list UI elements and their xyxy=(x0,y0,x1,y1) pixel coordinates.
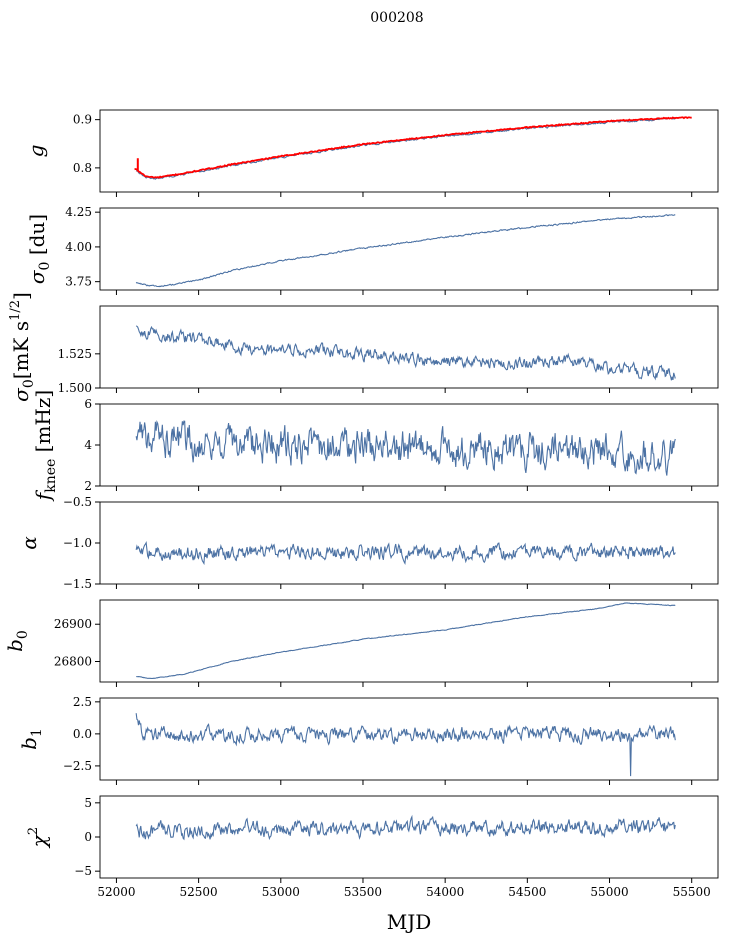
y-tick-label: 26900 xyxy=(54,617,92,631)
y-tick-label: 3.75 xyxy=(65,275,92,289)
series-line-sigma0-du xyxy=(135,214,676,288)
y-tick-label: 2 xyxy=(84,479,92,493)
y-label-sub: 0 xyxy=(15,630,31,639)
panel-frame xyxy=(99,305,719,389)
panel-g: 0.8 0.9 g xyxy=(24,109,719,197)
panel-frame xyxy=(99,207,719,291)
figure-title: 000208 xyxy=(370,10,423,26)
y-tick-label: 1.500 xyxy=(58,381,92,395)
y-axis-label-b0: b0 xyxy=(3,630,31,652)
y-axis-label-b1: b1 xyxy=(17,728,45,750)
x-tick-label: 53000 xyxy=(262,885,300,899)
y-label-main: b xyxy=(3,639,27,652)
x-tick-label: 55000 xyxy=(590,885,628,899)
y-tick-label: 0 xyxy=(84,830,92,844)
y-label-rest: [du] xyxy=(25,214,49,262)
y-label-rest: [mHz] xyxy=(31,390,55,459)
panel-alpha: −1.5 −1.0 −0.5 α xyxy=(17,495,719,591)
y-tick-label: 6 xyxy=(84,397,92,411)
y-tick-label: 1.525 xyxy=(58,347,92,361)
y-tick-label: 5 xyxy=(84,796,92,810)
x-axis-label: MJD xyxy=(387,910,432,934)
y-tick-label: −5 xyxy=(74,864,92,878)
panel-frame xyxy=(99,599,719,683)
panel-sigma0-mks: 1.500 1.525 σ0[mK s1/2] xyxy=(8,292,719,402)
y-label-sup: 1/2 xyxy=(8,300,23,321)
x-tick-label: 54000 xyxy=(426,885,464,899)
y-label-main: α xyxy=(17,536,41,550)
x-tick-label: 55500 xyxy=(673,885,711,899)
series-line-b0 xyxy=(136,602,676,680)
y-axis-label-fknee: fknee [mHz] xyxy=(31,390,59,502)
y-label-main: σ xyxy=(9,387,33,402)
y-label-main: χ xyxy=(27,833,51,849)
y-label-rest: [mK s xyxy=(9,321,33,379)
y-tick-label: 2.5 xyxy=(73,695,92,709)
y-tick-label: 4.25 xyxy=(65,205,92,219)
y-tick-label: 0.8 xyxy=(73,161,92,175)
y-tick-label: −0.5 xyxy=(63,495,92,509)
y-tick-label: 0.9 xyxy=(73,113,92,127)
y-label-sub: 0 xyxy=(21,379,37,388)
panel-fknee: 2 4 6 fknee [mHz] xyxy=(31,390,719,502)
panel-b0: 26800 26900 b0 xyxy=(3,599,719,687)
x-tick-label: 54500 xyxy=(508,885,546,899)
y-tick-label: −1.0 xyxy=(63,536,92,550)
y-axis-label-alpha: α xyxy=(17,536,41,550)
panel-chi2: −5 0 5 52000 52500 53000 53500 54000 54500 55000 5… xyxy=(26,795,719,899)
y-tick-label: 0.0 xyxy=(73,727,92,741)
panel-frame xyxy=(99,697,719,781)
series-line-chi2 xyxy=(135,814,676,841)
series-line-sigma0-mks xyxy=(135,325,676,381)
series-line-red-overlay xyxy=(134,116,692,179)
y-axis-label-chi2: χ2 xyxy=(26,827,51,849)
x-tick-label: 53500 xyxy=(344,885,382,899)
y-label-main: b xyxy=(17,737,41,750)
series-line-b1 xyxy=(135,713,676,777)
series-line-g xyxy=(135,117,676,180)
y-label-sub: 0 xyxy=(37,262,53,271)
panel-frame xyxy=(99,501,719,585)
series-line-alpha xyxy=(135,540,676,566)
panel-sigma0-du: 3.75 4.00 4.25 σ0 [du] xyxy=(25,205,719,295)
y-axis-label-sigma0-du: σ0 [du] xyxy=(25,214,53,284)
y-axis-label-g: g xyxy=(24,145,48,158)
y-tick-label: 4 xyxy=(84,438,92,452)
x-tick-label: 52500 xyxy=(180,885,218,899)
y-tick-label: −2.5 xyxy=(63,759,92,773)
series-line-fknee xyxy=(135,419,676,476)
y-label-end: ] xyxy=(9,292,33,300)
y-label-main: σ xyxy=(25,269,49,284)
y-axis-label-sigma0-mks: σ0[mK s1/2] xyxy=(8,292,37,402)
y-tick-label: −1.5 xyxy=(63,577,92,591)
y-label-sub: 1 xyxy=(29,728,45,737)
y-label-sub: knee xyxy=(43,459,59,493)
y-tick-label: 4.00 xyxy=(65,240,92,254)
y-label-sup: 2 xyxy=(26,827,41,835)
panel-b1: −2.5 0.0 2.5 b1 xyxy=(17,695,719,785)
y-tick-label: 26800 xyxy=(54,655,92,669)
x-tick-label: 52000 xyxy=(97,885,135,899)
y-label-main: g xyxy=(24,145,48,158)
panel-frame xyxy=(99,109,719,193)
